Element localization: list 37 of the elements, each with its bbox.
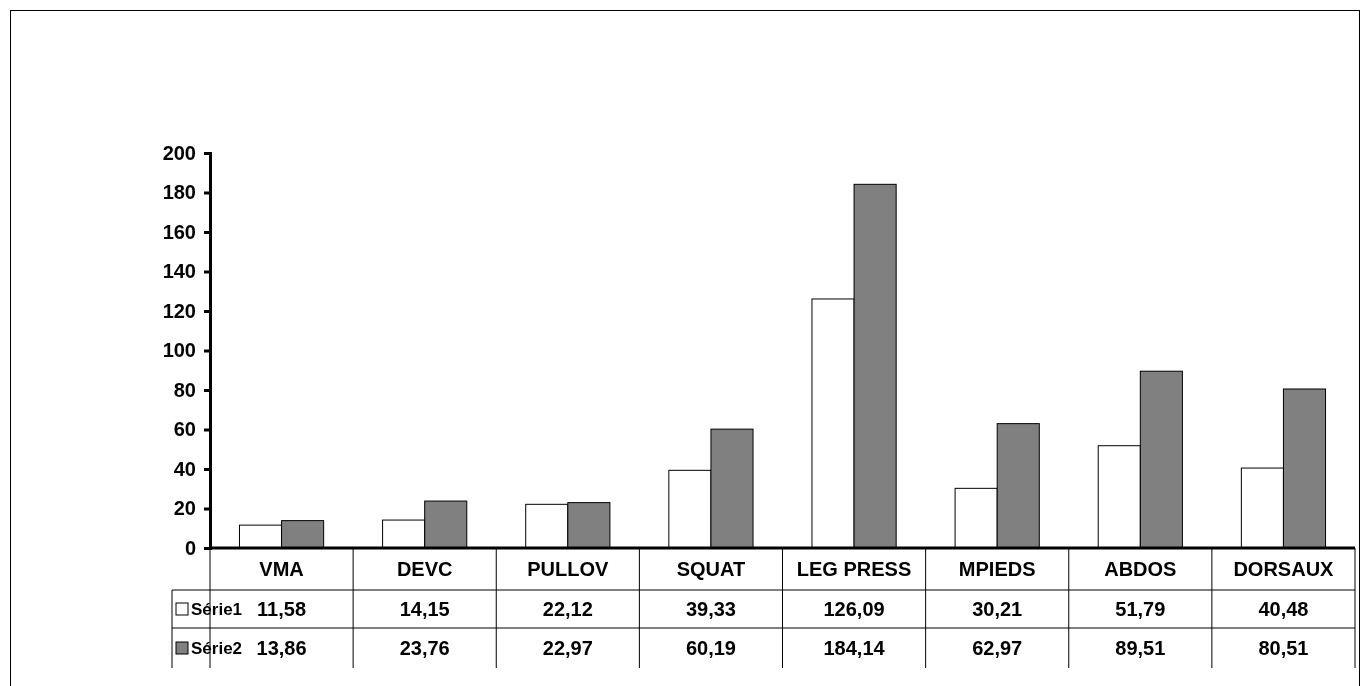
data-label: 62,97 [972, 637, 1023, 659]
y-tick-label: 0 [184, 536, 196, 559]
data-label: 39,33 [685, 598, 736, 620]
data-label: 80,51 [1258, 637, 1309, 659]
data-label: 22,12 [542, 598, 593, 620]
data-label: 11,58 [257, 598, 307, 620]
y-tick-label: 160 [162, 220, 196, 243]
data-label: 60,19 [685, 637, 736, 659]
y-tick-label: 180 [162, 181, 196, 204]
y-tick-label: 60 [173, 418, 196, 441]
y-tick-label: 100 [162, 339, 196, 362]
y-tick-label: 20 [173, 497, 196, 520]
data-label: 13,86 [256, 637, 307, 659]
data-label: 126,09 [823, 598, 885, 620]
legend-label: Série1 [191, 600, 243, 619]
data-label: 23,76 [399, 637, 450, 659]
x-tick-label: MPIEDS [958, 558, 1036, 580]
data-label: 89,51 [1115, 637, 1166, 659]
data-label: 51,79 [1115, 598, 1166, 620]
x-tick-label: LEG PRESS [796, 558, 912, 580]
y-tick-label: 120 [162, 299, 196, 322]
data-label: 22,97 [542, 637, 593, 659]
x-tick-label: DORSAUX [1233, 558, 1335, 580]
y-tick-label: 200 [162, 141, 196, 164]
y-tick-label: 80 [173, 378, 196, 401]
data-label: 30,21 [972, 598, 1023, 620]
x-tick-label: ABDOS [1104, 558, 1177, 580]
legend-label: Série2 [191, 639, 243, 658]
x-tick-label: PULLOV [527, 558, 610, 580]
y-tick-label: 40 [173, 457, 196, 480]
data-label: 184,14 [823, 637, 886, 659]
x-tick-label: DEVC [396, 558, 453, 580]
data-label: 40,48 [1258, 598, 1309, 620]
x-tick-label: VMA [259, 558, 304, 580]
y-tick-label: 140 [162, 260, 196, 283]
data-label: 14,15 [399, 598, 450, 620]
x-tick-label: SQUAT [676, 558, 746, 580]
